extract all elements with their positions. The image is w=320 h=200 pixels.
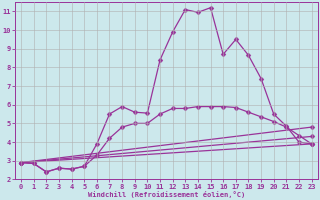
X-axis label: Windchill (Refroidissement éolien,°C): Windchill (Refroidissement éolien,°C)	[88, 191, 245, 198]
